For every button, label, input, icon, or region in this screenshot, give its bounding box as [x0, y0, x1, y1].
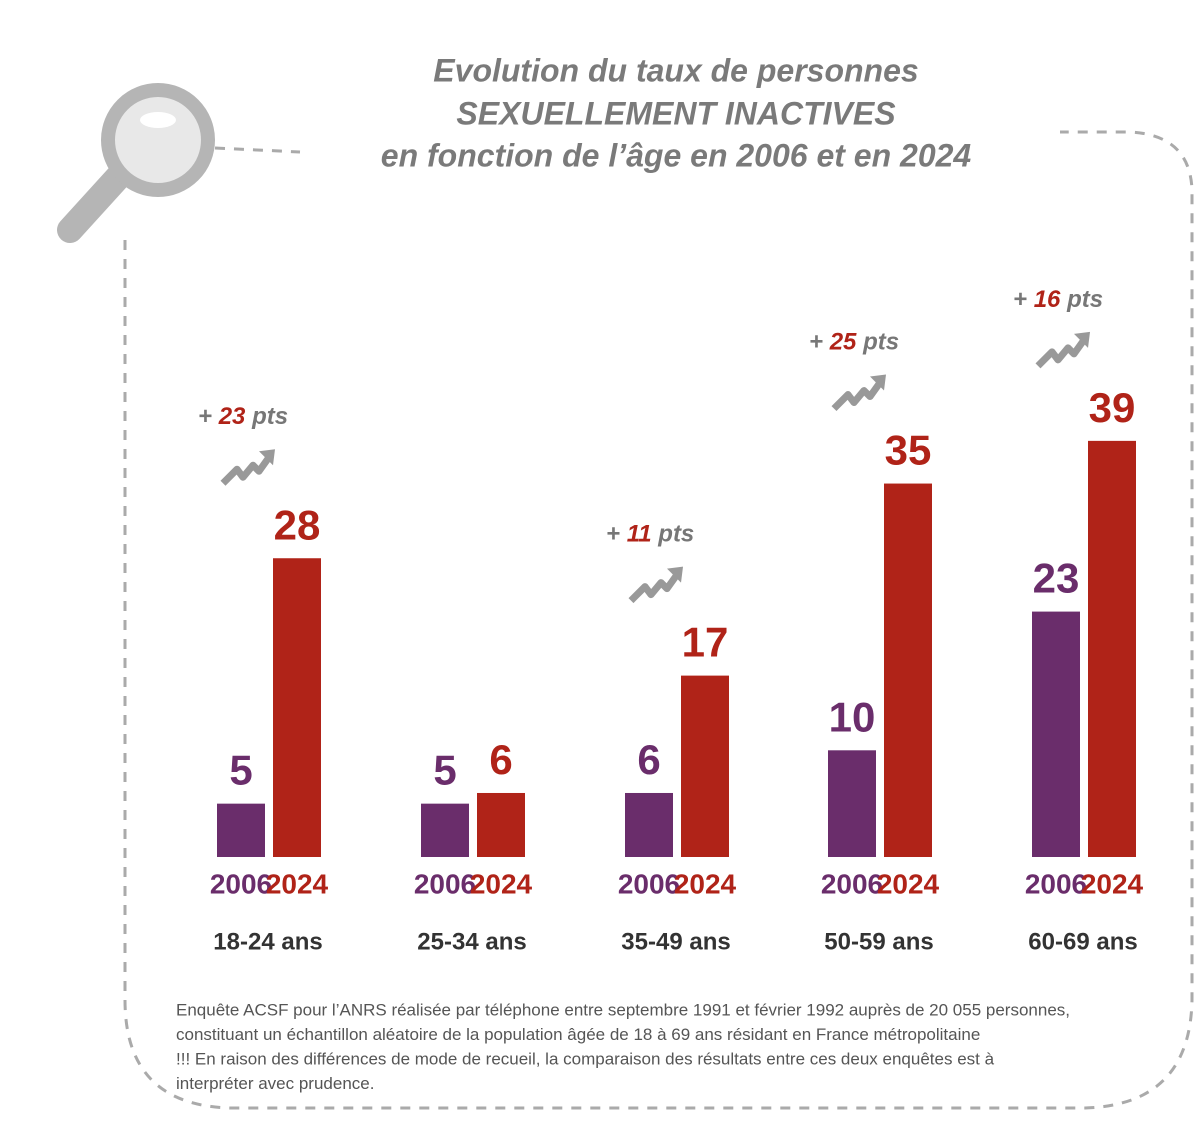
trend-icon [628, 572, 680, 604]
frame [123, 130, 1194, 1110]
change-value: 11 [627, 521, 652, 548]
value-label: 23 [1033, 555, 1080, 602]
trend-arrowhead [667, 566, 683, 583]
legend-label: 2024 [266, 868, 329, 899]
value-label: 5 [433, 747, 456, 794]
change-prefix: + [198, 404, 212, 431]
change-unit: pts [251, 404, 288, 431]
change-label: + 25 pts [809, 329, 899, 356]
trend-arrowhead [1074, 331, 1090, 348]
frame-link [214, 146, 301, 154]
change-prefix: + [1013, 286, 1027, 313]
change-unit: pts [657, 521, 694, 548]
trend-icon [1035, 337, 1087, 369]
legend-label: 2024 [877, 868, 940, 899]
change-unit: pts [1066, 286, 1103, 313]
bar [681, 675, 729, 857]
x-tick-label: 18-24 ans [213, 928, 322, 955]
value-label: 39 [1089, 384, 1136, 431]
legend-label: 2024 [674, 868, 737, 899]
value-label: 5 [229, 747, 252, 794]
bar [421, 803, 469, 857]
bar [1088, 440, 1136, 857]
legend-label: 2024 [470, 868, 533, 899]
bar [884, 483, 932, 857]
trend-arrowhead [259, 449, 275, 466]
change-value: 16 [1034, 286, 1061, 313]
value-label: 35 [885, 427, 932, 474]
value-label: 6 [637, 736, 660, 783]
x-tick-label: 25-34 ans [417, 928, 526, 955]
legend-label: 2006 [618, 868, 680, 899]
magnifier-icon [57, 83, 215, 243]
value-label: 28 [274, 501, 321, 548]
trend-icon [831, 380, 883, 412]
footnote: Enquête ACSF pour l’ANRS réalisée par té… [176, 1000, 1070, 1019]
chart-title: Evolution du taux de personnes [433, 52, 918, 88]
legend-label: 2024 [1081, 868, 1144, 899]
trend-arrowhead [870, 374, 886, 391]
change-unit: pts [862, 329, 899, 356]
change-prefix: + [606, 521, 620, 548]
footnote: !!! En raison des différences de mode de… [176, 1049, 995, 1068]
chart-title: en fonction de l’âge en 2006 et en 2024 [381, 137, 972, 173]
bar [625, 792, 673, 857]
value-label: 17 [682, 619, 729, 666]
change-value: 25 [829, 329, 857, 356]
x-tick-label: 50-59 ans [824, 928, 933, 955]
change-label: + 11 pts [606, 521, 694, 548]
bar [477, 792, 525, 857]
change-value: 23 [218, 404, 246, 431]
legend-label: 2006 [210, 868, 272, 899]
legend-label: 2006 [414, 868, 476, 899]
footnote: interpréter avec prudence. [176, 1074, 374, 1093]
bar [217, 803, 265, 857]
change-label: + 16 pts [1013, 286, 1103, 313]
legend-label: 2006 [1025, 868, 1087, 899]
legend-label: 2006 [821, 868, 883, 899]
chart-title: SEXUELLEMENT INACTIVES [456, 95, 896, 131]
bar [828, 750, 876, 857]
value-label: 6 [489, 736, 512, 783]
bar [1032, 611, 1080, 857]
bar [273, 558, 321, 857]
change-prefix: + [809, 329, 823, 356]
footnote: constituant un échantillon aléatoire de … [176, 1025, 980, 1044]
change-label: + 23 pts [198, 404, 288, 431]
value-label: 10 [829, 693, 876, 740]
x-tick-label: 60-69 ans [1028, 928, 1137, 955]
trend-icon [220, 455, 272, 486]
x-tick-label: 35-49 ans [621, 928, 730, 955]
